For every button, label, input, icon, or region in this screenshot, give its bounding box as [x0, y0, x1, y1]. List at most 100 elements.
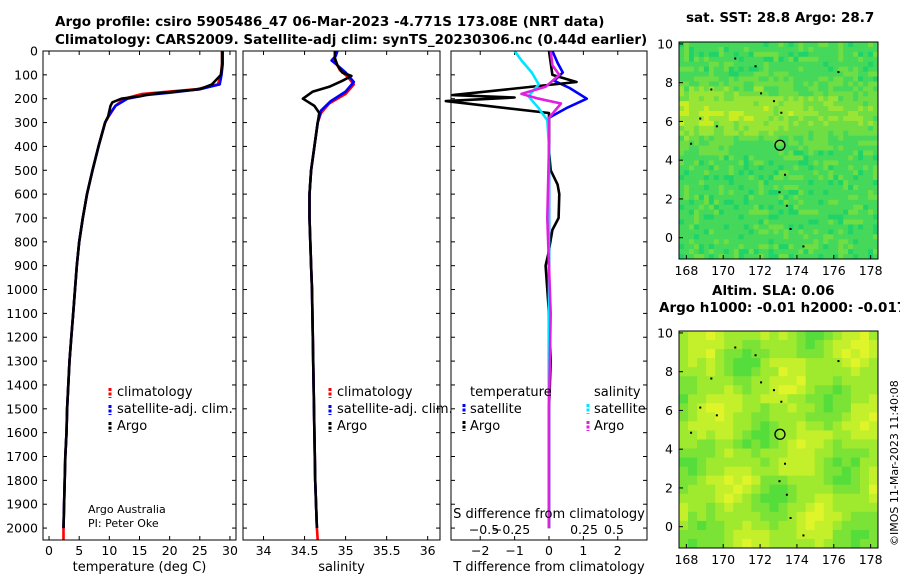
heatmap-cell [778, 385, 788, 395]
depth-tick-label: 1300 [6, 354, 38, 369]
heatmap-cell [873, 81, 879, 87]
sla-map-frame [678, 330, 879, 549]
heatmap-cell [753, 115, 760, 122]
heatmap-cell [708, 115, 715, 122]
heatmap-cell [858, 66, 864, 72]
x-tick-label: 176 [822, 552, 846, 567]
heatmap-cell [728, 244, 735, 250]
heatmap-cell [753, 71, 760, 77]
heatmap-cell [758, 209, 764, 216]
heatmap-cell [858, 180, 864, 186]
heatmap-cell [788, 155, 794, 161]
heatmap-cell [868, 140, 874, 146]
heatmap-cell [796, 466, 807, 477]
heatmap-cell [823, 81, 829, 87]
heatmap-cell [798, 175, 804, 181]
heatmap-cell [838, 160, 844, 166]
heatmap-cell [843, 204, 849, 211]
heatmap-cell [843, 150, 849, 156]
heatmap-cell [738, 155, 745, 161]
heatmap-cell [751, 457, 761, 468]
heatmap-cell [773, 209, 779, 216]
heatmap-cell [787, 520, 797, 531]
heatmap-cell [738, 180, 745, 186]
heatmap-cell [858, 155, 864, 161]
heatmap-cell [697, 430, 707, 440]
heatmap-cell [858, 130, 864, 137]
heatmap-cell [873, 160, 879, 166]
heatmap-cell [843, 165, 849, 171]
heatmap-cell [783, 101, 789, 107]
heatmap-cell [808, 125, 814, 132]
heatmap-cell [805, 448, 816, 458]
heatmap-cell [679, 111, 685, 117]
heatmap-cell [683, 229, 690, 235]
heatmap-cell [843, 140, 849, 146]
heatmap-cell [793, 42, 799, 48]
heatmap-cell [688, 475, 698, 486]
heatmap-cell [743, 91, 750, 97]
heatmap-cell [778, 189, 784, 196]
depth-tick-label: 1500 [6, 401, 38, 416]
heatmap-cell [753, 189, 760, 196]
heatmap-cell [848, 234, 854, 240]
heatmap-cell [758, 185, 764, 191]
heatmap-cell [848, 189, 854, 196]
heatmap-cell [788, 61, 794, 68]
heatmap-cell [688, 115, 695, 122]
heatmap-cell [738, 254, 745, 260]
heatmap-cell [748, 165, 755, 171]
heatmap-cell [751, 475, 761, 486]
heatmap-cell [793, 155, 799, 161]
heatmap-cell [713, 160, 720, 166]
heatmap-cell [850, 484, 861, 495]
heatmap-cell [813, 106, 819, 112]
heatmap-cell [728, 46, 735, 53]
heatmap-cell [758, 81, 764, 87]
heatmap-cell [688, 96, 695, 102]
heatmap-cell [823, 520, 834, 531]
heatmap-cell [713, 249, 720, 255]
heatmap-cell [713, 101, 720, 107]
heatmap-cell [833, 244, 839, 250]
heatmap-cell [868, 219, 874, 225]
heatmap-cell [818, 189, 824, 196]
heatmap-cell [743, 76, 750, 82]
heatmap-cell [796, 412, 807, 422]
heatmap-cell [859, 376, 870, 386]
heatmap-cell [873, 224, 879, 230]
heatmap-cell [823, 466, 834, 477]
heatmap-cell [808, 160, 814, 166]
heatmap-cell [788, 115, 794, 122]
heatmap-cell [873, 76, 879, 82]
heatmap-cell [773, 175, 779, 181]
heatmap-cell [814, 520, 825, 531]
heatmap-cell [773, 101, 779, 107]
heatmap-cell [818, 81, 824, 87]
heatmap-cell [698, 125, 705, 132]
heatmap-cell [693, 120, 700, 127]
heatmap-cell [742, 385, 752, 395]
heatmap-cell [850, 385, 861, 395]
heatmap-cell [713, 175, 720, 181]
heatmap-cell [818, 234, 824, 240]
heatmap-cell [832, 331, 843, 341]
heatmap-cell [873, 135, 879, 142]
heatmap-cell [793, 254, 799, 260]
heatmap-cell [808, 199, 814, 206]
heatmap-cell [787, 340, 797, 350]
heatmap-cell [703, 219, 710, 225]
heatmap-cell [728, 145, 735, 151]
heatmap-cell [818, 249, 824, 255]
argo-position-marker [774, 428, 786, 440]
heatmap-cell [763, 180, 769, 186]
heatmap-cell [718, 91, 725, 97]
heatmap-cell [783, 155, 789, 161]
heatmap-cell [697, 367, 707, 377]
heatmap-cell [813, 135, 819, 142]
heatmap-cell [868, 457, 879, 468]
heatmap-cell [693, 145, 700, 151]
heatmap-cell [783, 189, 789, 196]
heatmap-cell [758, 194, 764, 201]
heatmap-cell [723, 111, 730, 117]
